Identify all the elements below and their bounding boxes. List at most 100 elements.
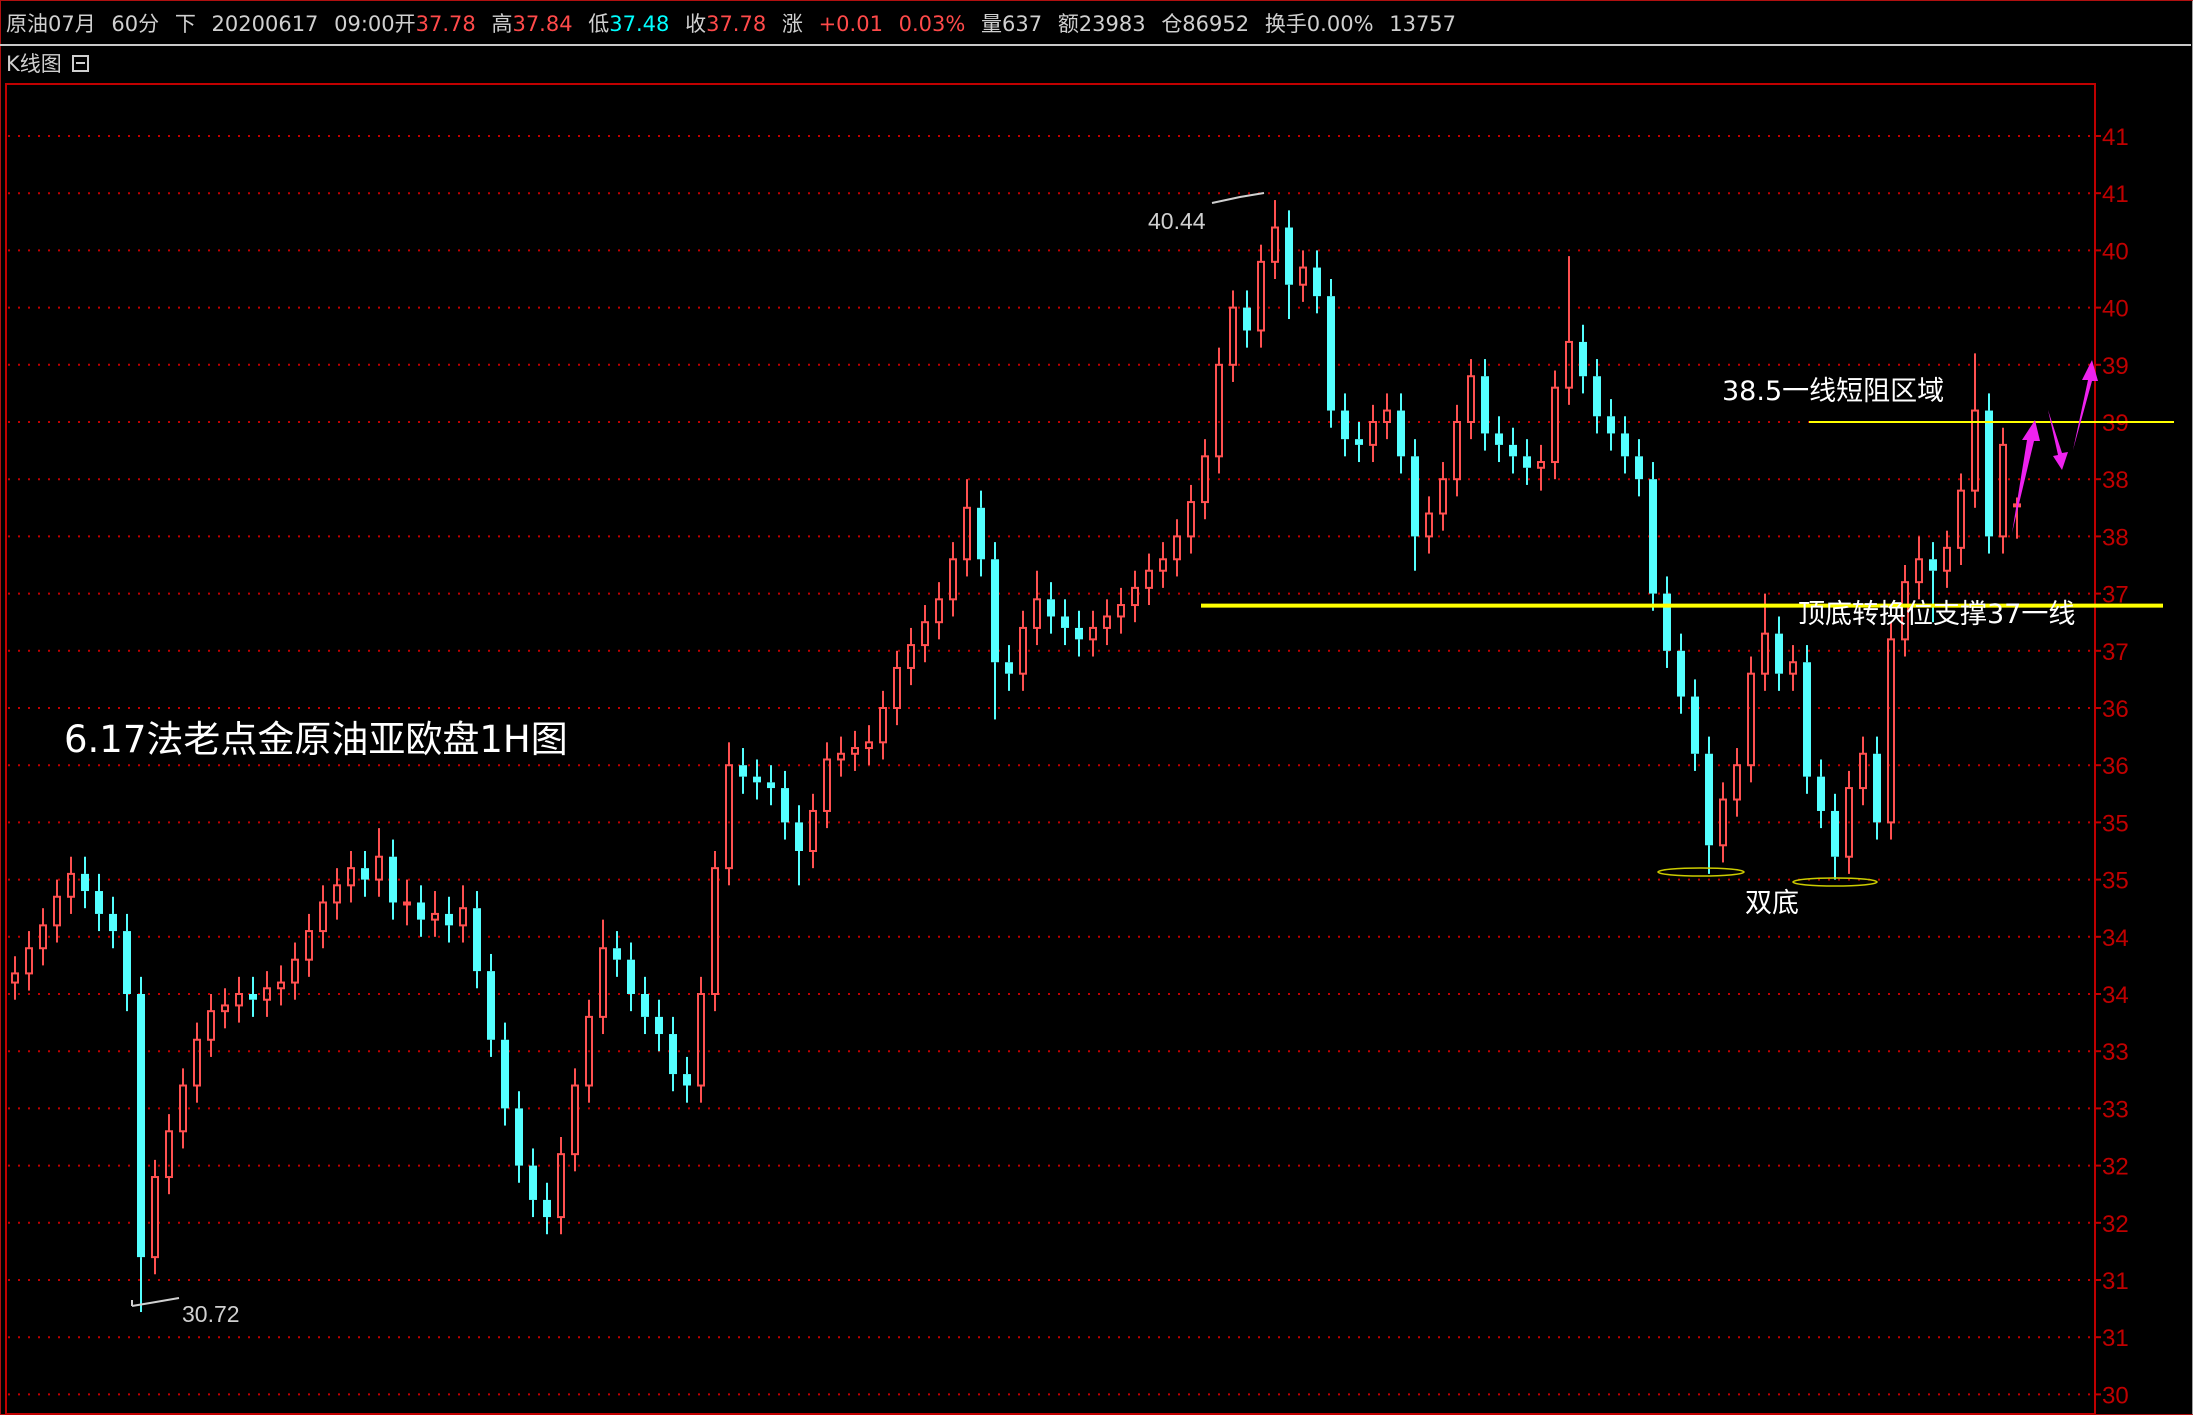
candle — [767, 765, 775, 806]
candle — [1859, 736, 1867, 806]
candle — [1103, 599, 1111, 646]
candle-body — [1341, 410, 1349, 440]
candle — [1355, 422, 1363, 463]
candle-body — [1901, 581, 1909, 641]
candle-body — [1747, 672, 1755, 767]
candle — [1915, 536, 1923, 600]
candle — [67, 856, 75, 914]
candle-body — [767, 782, 775, 789]
period[interactable]: 60分 — [111, 12, 160, 36]
candle — [571, 1068, 579, 1172]
candle — [1929, 542, 1937, 623]
instrument-name[interactable]: 原油07月 — [6, 12, 96, 36]
y-tick-label: 32 — [2102, 1211, 2129, 1238]
candle-body — [795, 822, 803, 851]
candle-body — [949, 558, 957, 601]
candle-body — [249, 994, 257, 1000]
candle-body — [1999, 443, 2007, 538]
candle-body — [459, 907, 467, 927]
candle — [1425, 496, 1433, 554]
candle — [1299, 250, 1307, 302]
candle — [1747, 656, 1755, 783]
candle — [1271, 200, 1279, 279]
candle — [697, 976, 705, 1103]
candle — [1509, 427, 1517, 474]
candle-body — [893, 666, 901, 710]
candle — [1789, 645, 1797, 691]
y-tick-label: 35 — [2102, 868, 2129, 895]
candle-body — [221, 1004, 229, 1013]
mode: 下 — [174, 12, 196, 36]
candle — [431, 891, 439, 937]
resistance-text: 38.5一线短阻区域 — [1722, 376, 1944, 407]
amount: 额23983 — [1057, 12, 1146, 36]
candle — [529, 1148, 537, 1218]
y-axis: 4141404039393838373736363535343433333232… — [2094, 84, 2129, 1415]
bottom-2-ellipse — [1792, 877, 1878, 887]
candle-body — [151, 1176, 159, 1259]
candle-body — [1565, 340, 1573, 389]
candle-body — [487, 971, 495, 1040]
candle — [1901, 565, 1909, 657]
candle — [683, 1056, 691, 1103]
candle — [1047, 582, 1055, 634]
candle-body — [53, 895, 61, 927]
candle — [417, 885, 425, 937]
y-tick-label: 35 — [2102, 810, 2129, 837]
open-value: 37.78 — [415, 12, 476, 36]
candle-body — [1649, 479, 1657, 594]
candle — [669, 1016, 677, 1092]
y-tick-label: 36 — [2102, 753, 2129, 780]
candle-body — [333, 884, 341, 904]
candle-body — [1047, 599, 1055, 617]
candle — [403, 879, 411, 926]
candle-body — [319, 901, 327, 933]
candle-body — [963, 506, 971, 561]
candle-body — [1803, 662, 1811, 777]
candle — [949, 542, 957, 617]
candle-body — [1425, 512, 1433, 538]
candle — [375, 828, 383, 897]
candle — [1397, 393, 1405, 474]
candle — [1943, 530, 1951, 588]
candle-body — [865, 741, 873, 750]
candle — [1439, 462, 1447, 531]
candle — [879, 690, 887, 760]
candle — [207, 994, 215, 1057]
candle — [25, 931, 33, 991]
candle-body — [1481, 376, 1489, 434]
candle — [333, 868, 341, 920]
candle-body — [711, 867, 719, 995]
candle-body — [375, 855, 383, 881]
candle — [165, 1114, 173, 1195]
candle — [1369, 404, 1377, 463]
candle-body — [1061, 616, 1069, 628]
candle — [445, 896, 453, 943]
candle — [221, 988, 229, 1029]
candle-body — [1775, 633, 1783, 674]
arrow-down-icon — [2048, 410, 2068, 470]
candle-body — [1621, 433, 1629, 457]
candle — [809, 793, 817, 869]
candle — [487, 953, 495, 1057]
candle-body — [473, 908, 481, 972]
candle — [1215, 347, 1223, 474]
candle-body — [81, 873, 89, 892]
candle — [1467, 359, 1475, 440]
candle-body — [739, 765, 747, 777]
candle — [1607, 399, 1615, 451]
candle — [1957, 473, 1965, 565]
candle — [725, 742, 733, 886]
candle — [641, 976, 649, 1035]
candle — [1551, 370, 1559, 480]
header-divider — [0, 44, 2191, 46]
candle — [1131, 570, 1139, 623]
y-tick-label: 33 — [2102, 1096, 2129, 1123]
candle-body — [753, 776, 761, 783]
minimize-box-icon[interactable] — [72, 55, 90, 72]
candle — [263, 971, 271, 1017]
change-label: 涨 — [781, 12, 803, 36]
candle-body — [1215, 363, 1223, 458]
candle-body — [1285, 227, 1293, 285]
